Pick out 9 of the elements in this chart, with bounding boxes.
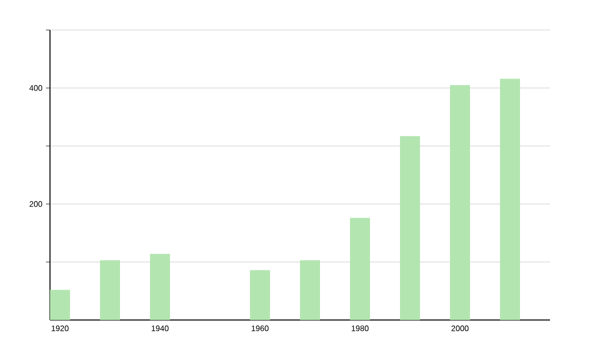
bar — [250, 270, 270, 320]
bar — [50, 290, 70, 320]
bar — [500, 78, 520, 320]
bar — [450, 85, 470, 320]
bar — [100, 260, 120, 320]
bar — [300, 260, 320, 320]
bar — [150, 254, 170, 320]
bar — [350, 218, 370, 320]
bar — [400, 136, 420, 320]
